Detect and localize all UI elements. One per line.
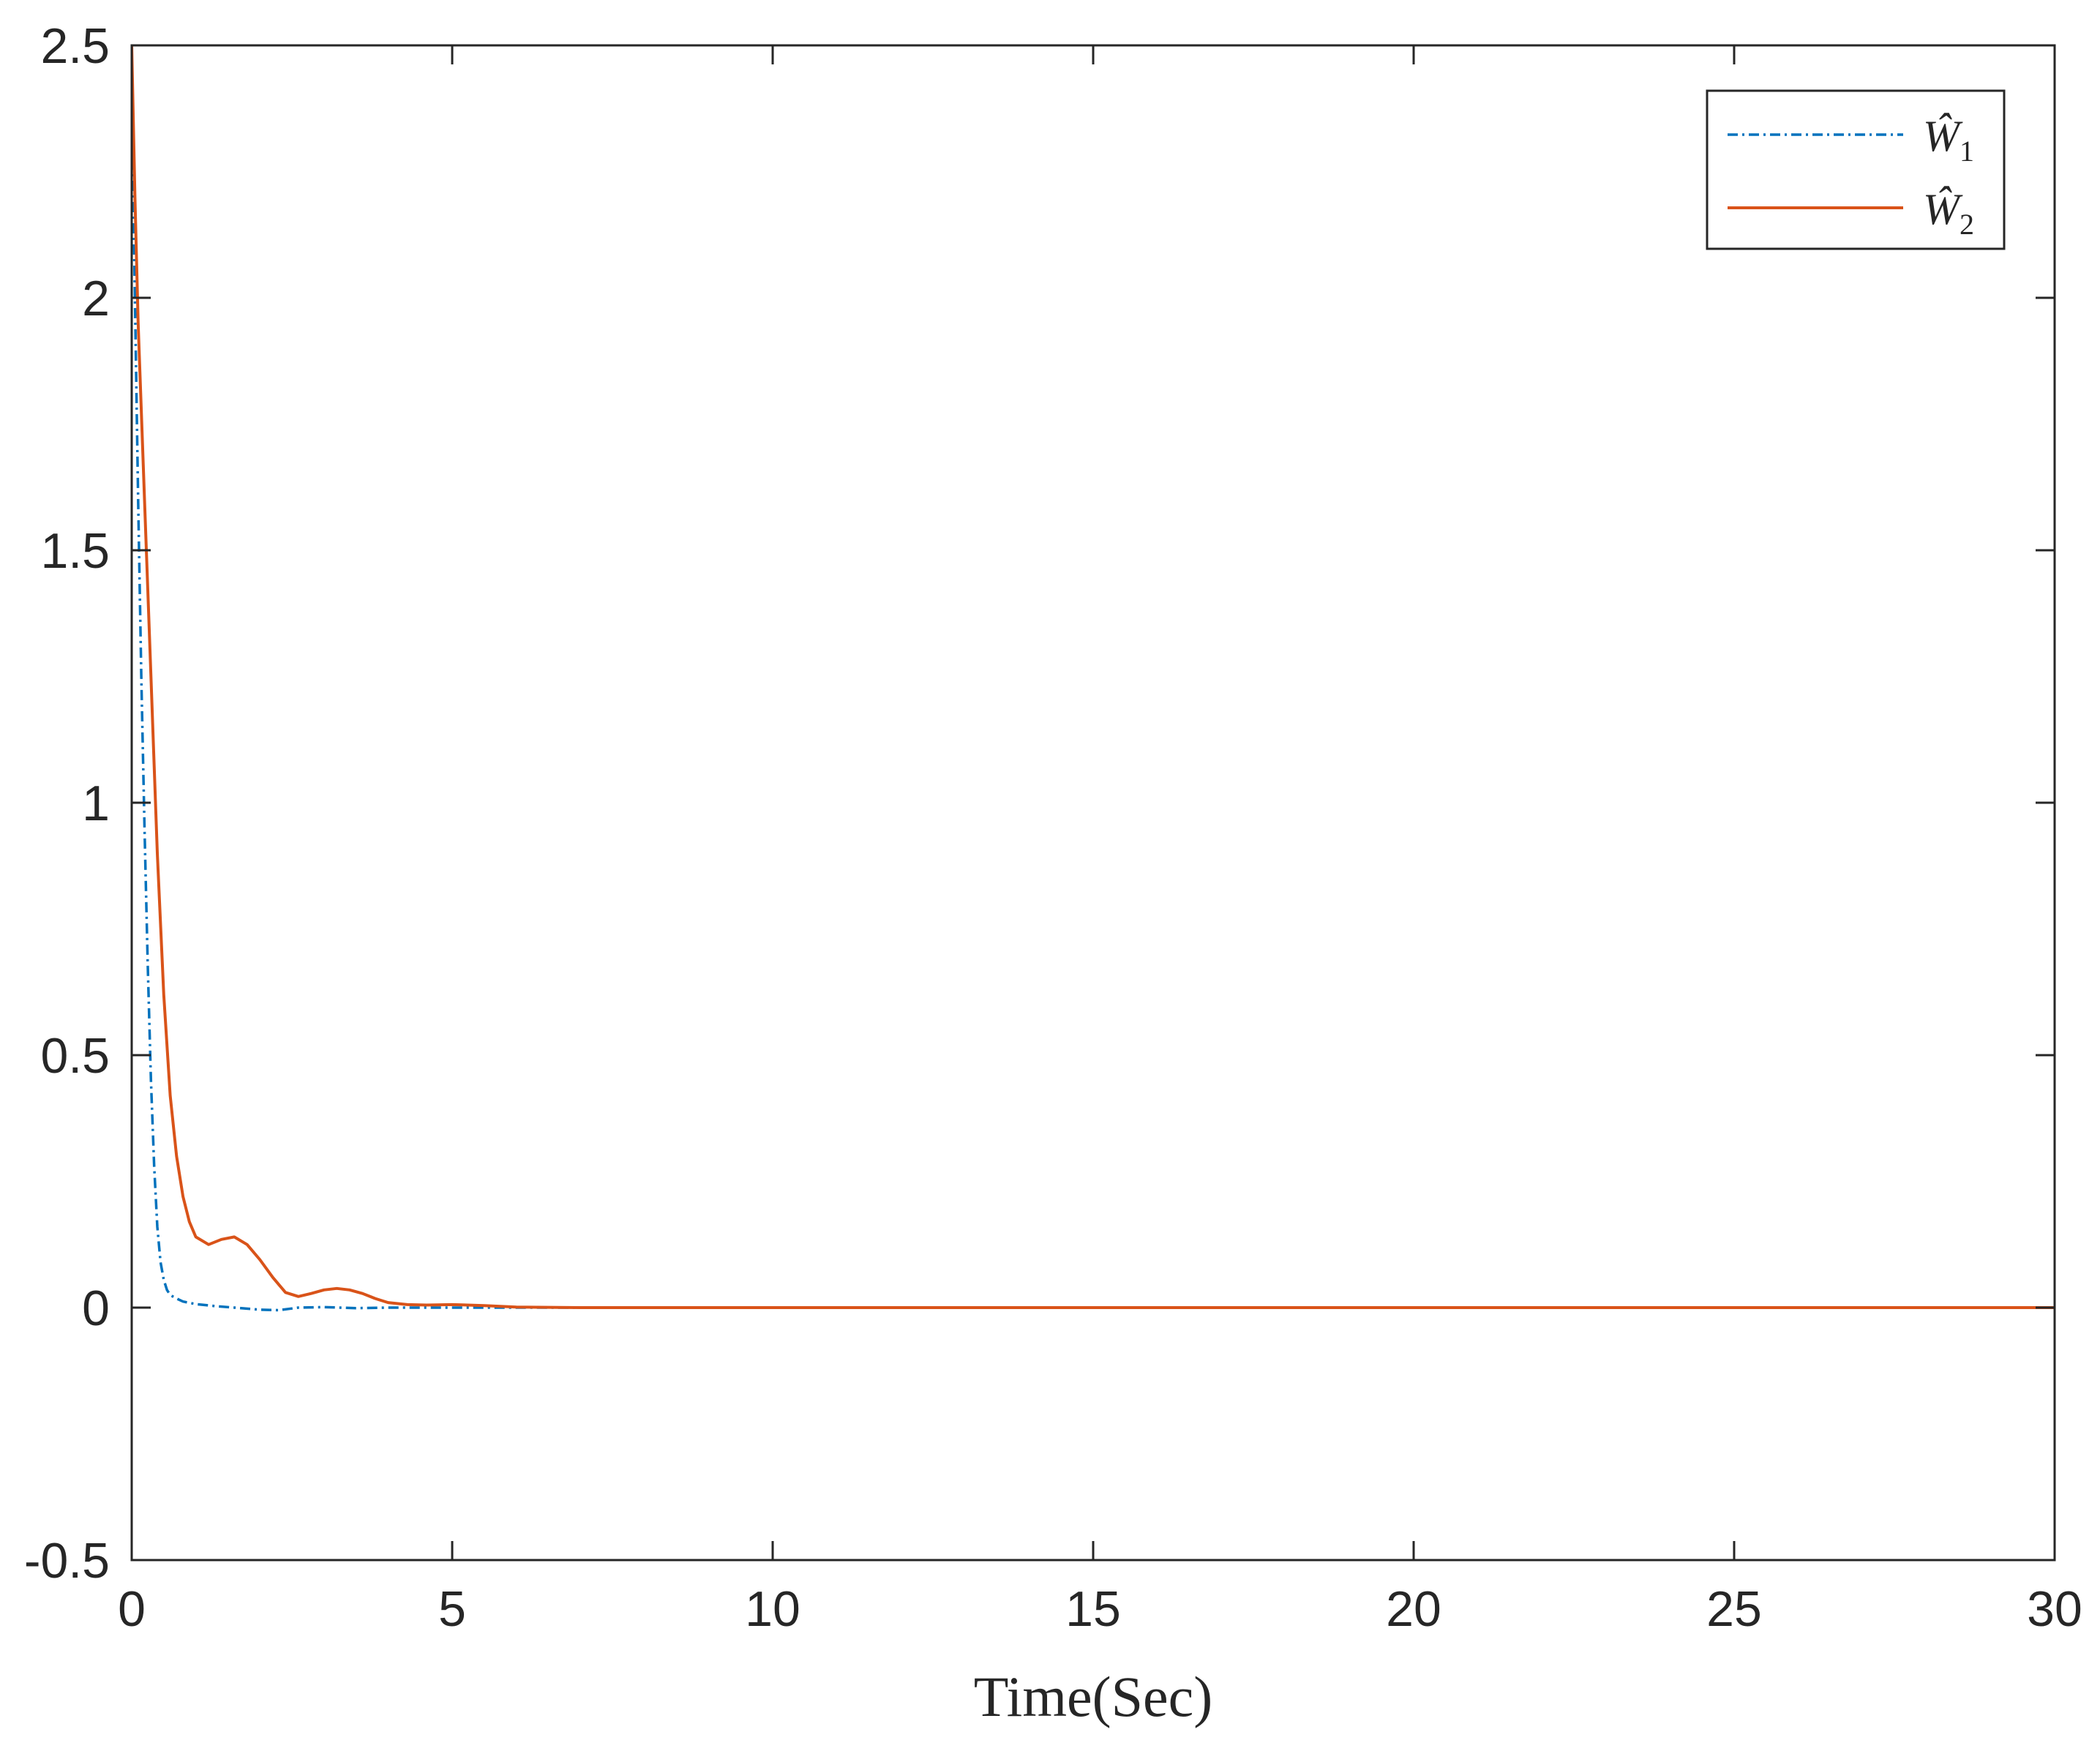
x-tick-label: 0 — [118, 1581, 146, 1637]
y-tick-label: 2 — [82, 271, 110, 326]
y-tick-label: 0 — [82, 1281, 110, 1336]
x-tick-label: 10 — [745, 1581, 800, 1637]
series-line-2 — [132, 45, 2055, 1309]
y-tick-label: 0.5 — [40, 1028, 110, 1084]
series-layer — [132, 45, 2055, 1312]
x-tick-label: 30 — [2027, 1581, 2082, 1637]
x-axis-title: Time(Sec) — [974, 1665, 1212, 1728]
legend-box — [1706, 89, 2006, 250]
y-tick-label: 1.5 — [40, 523, 110, 579]
legend-label-1: Ŵ1 — [1923, 112, 1974, 168]
legend-label-2: Ŵ2 — [1923, 185, 1974, 241]
x-tick-label: 15 — [1065, 1581, 1121, 1637]
y-tick-label: 1 — [82, 776, 110, 831]
y-tick-label: 2.5 — [40, 18, 110, 74]
plot-area — [132, 45, 2055, 1560]
ticks-layer: 0 5 10 15 20 25 30-0.500.511.522.5 — [24, 18, 2082, 1637]
x-tick-label: 20 — [1386, 1581, 1441, 1637]
y-tick-label: -0.5 — [24, 1533, 110, 1589]
x-tick-label: 25 — [1706, 1581, 1762, 1637]
x-tick-label: 5 — [438, 1581, 466, 1637]
